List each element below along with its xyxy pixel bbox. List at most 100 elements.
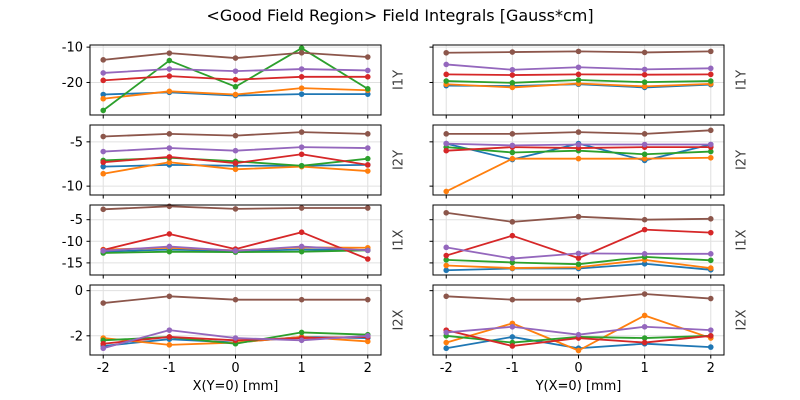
series-brown-marker — [298, 296, 305, 303]
tick-marks — [429, 219, 712, 279]
y-tick-label: -10 — [62, 41, 83, 56]
series-purple-marker — [298, 144, 305, 150]
series-purple-marker — [575, 331, 582, 338]
series-orange-marker — [232, 91, 239, 98]
series-green-marker — [641, 335, 648, 341]
y-tick-label: 0 — [75, 284, 83, 299]
y-tick-label: -5 — [70, 213, 83, 228]
series-green-marker — [100, 107, 107, 114]
series-brown-marker — [443, 131, 450, 137]
series-red-marker — [166, 231, 173, 237]
series-orange-marker — [364, 168, 371, 174]
y-tick-label: -2 — [70, 329, 83, 344]
series-purple-marker — [166, 243, 173, 250]
series-red-marker — [443, 71, 450, 78]
series-purple-marker — [232, 335, 239, 341]
series-orange-marker — [166, 159, 173, 166]
subplot-i2x-left: 0 -2 -2 -1 0 1 2 X(Y=0) [mm] I2X — [70, 284, 407, 394]
series-orange-marker — [232, 166, 239, 173]
series-purple-marker — [166, 66, 173, 72]
y-tick-label: -10 — [62, 235, 83, 250]
series-brown-marker — [166, 293, 173, 300]
series-brown-marker — [509, 219, 516, 225]
series-purple-marker — [443, 61, 450, 68]
series-brown-marker — [641, 49, 648, 56]
series-brown-marker — [443, 293, 450, 300]
series-red-marker — [707, 333, 714, 339]
series-brown-marker — [575, 48, 582, 55]
tick-marks — [86, 46, 369, 119]
series-red-marker — [575, 255, 582, 261]
x-axis-label: Y(X=0) [mm] — [535, 379, 622, 394]
series-orange-marker — [100, 170, 107, 177]
series-blue-marker — [298, 91, 305, 97]
series-purple-marker — [100, 70, 107, 76]
series-green-marker — [364, 155, 371, 162]
series-red-marker — [298, 74, 305, 80]
series-brown-marker — [232, 132, 239, 139]
x-tick-label: 2 — [707, 361, 715, 376]
series-brown-marker — [232, 55, 239, 61]
series-red-marker — [364, 74, 371, 80]
row-label: I1X — [392, 229, 407, 250]
series-green-marker — [575, 261, 582, 267]
series-orange-marker — [575, 155, 582, 162]
series-purple-marker — [641, 251, 648, 257]
series-blue-marker — [443, 267, 450, 274]
series-green-marker — [298, 329, 305, 336]
series-brown-marker — [443, 49, 450, 56]
series-orange-marker — [509, 155, 516, 162]
series-brown-marker — [707, 295, 714, 302]
series-green-marker — [443, 78, 450, 84]
row-label: I2X — [735, 309, 750, 330]
series-orange-marker — [509, 84, 516, 91]
series-green-marker — [166, 57, 173, 64]
gridlines — [90, 205, 381, 275]
series-brown-marker — [100, 133, 107, 140]
series-red-marker — [232, 160, 239, 166]
series-red-marker — [364, 256, 371, 262]
series-brown-marker — [707, 48, 714, 55]
series-purple-marker — [100, 248, 107, 254]
series-orange-marker — [509, 265, 516, 271]
series-red-marker — [100, 159, 107, 166]
series-purple-marker — [707, 141, 714, 148]
series-brown-marker — [641, 131, 648, 137]
series-purple-marker — [575, 64, 582, 71]
series-orange-marker — [641, 312, 648, 319]
series-red-marker — [641, 339, 648, 346]
series-red-marker — [509, 232, 516, 239]
series-purple-marker — [232, 147, 239, 154]
series-purple-marker — [575, 141, 582, 148]
x-tick-label: 2 — [364, 361, 372, 376]
series-green-marker — [232, 83, 239, 90]
series-green-marker — [443, 257, 450, 263]
series-brown-marker — [100, 57, 107, 63]
tick-marks — [86, 141, 369, 199]
x-tick-label: 1 — [640, 361, 648, 376]
tick-marks — [429, 141, 712, 199]
series-green-marker — [298, 162, 305, 169]
y-tick-label: -10 — [62, 180, 83, 195]
row-label: I1X — [735, 229, 750, 250]
series-red-marker — [707, 71, 714, 78]
series-blue-marker — [509, 334, 516, 340]
series-orange-marker — [166, 88, 173, 95]
series-blue-marker — [364, 91, 371, 97]
series-brown-marker — [232, 206, 239, 212]
series-green-marker — [575, 77, 582, 83]
series-red-marker — [100, 340, 107, 347]
series-red-marker — [509, 343, 516, 349]
series-green-marker — [509, 259, 516, 266]
row-label: I1Y — [735, 70, 750, 90]
row-label: I2X — [392, 309, 407, 330]
series-brown-marker — [364, 296, 371, 303]
tick-marks — [429, 46, 712, 119]
y-tick-label: -5 — [70, 135, 83, 150]
series-purple-marker — [232, 248, 239, 254]
series-orange-marker — [298, 85, 305, 91]
series-orange-marker — [575, 347, 582, 354]
series-green-marker — [166, 248, 173, 255]
series-orange-marker — [443, 339, 450, 346]
